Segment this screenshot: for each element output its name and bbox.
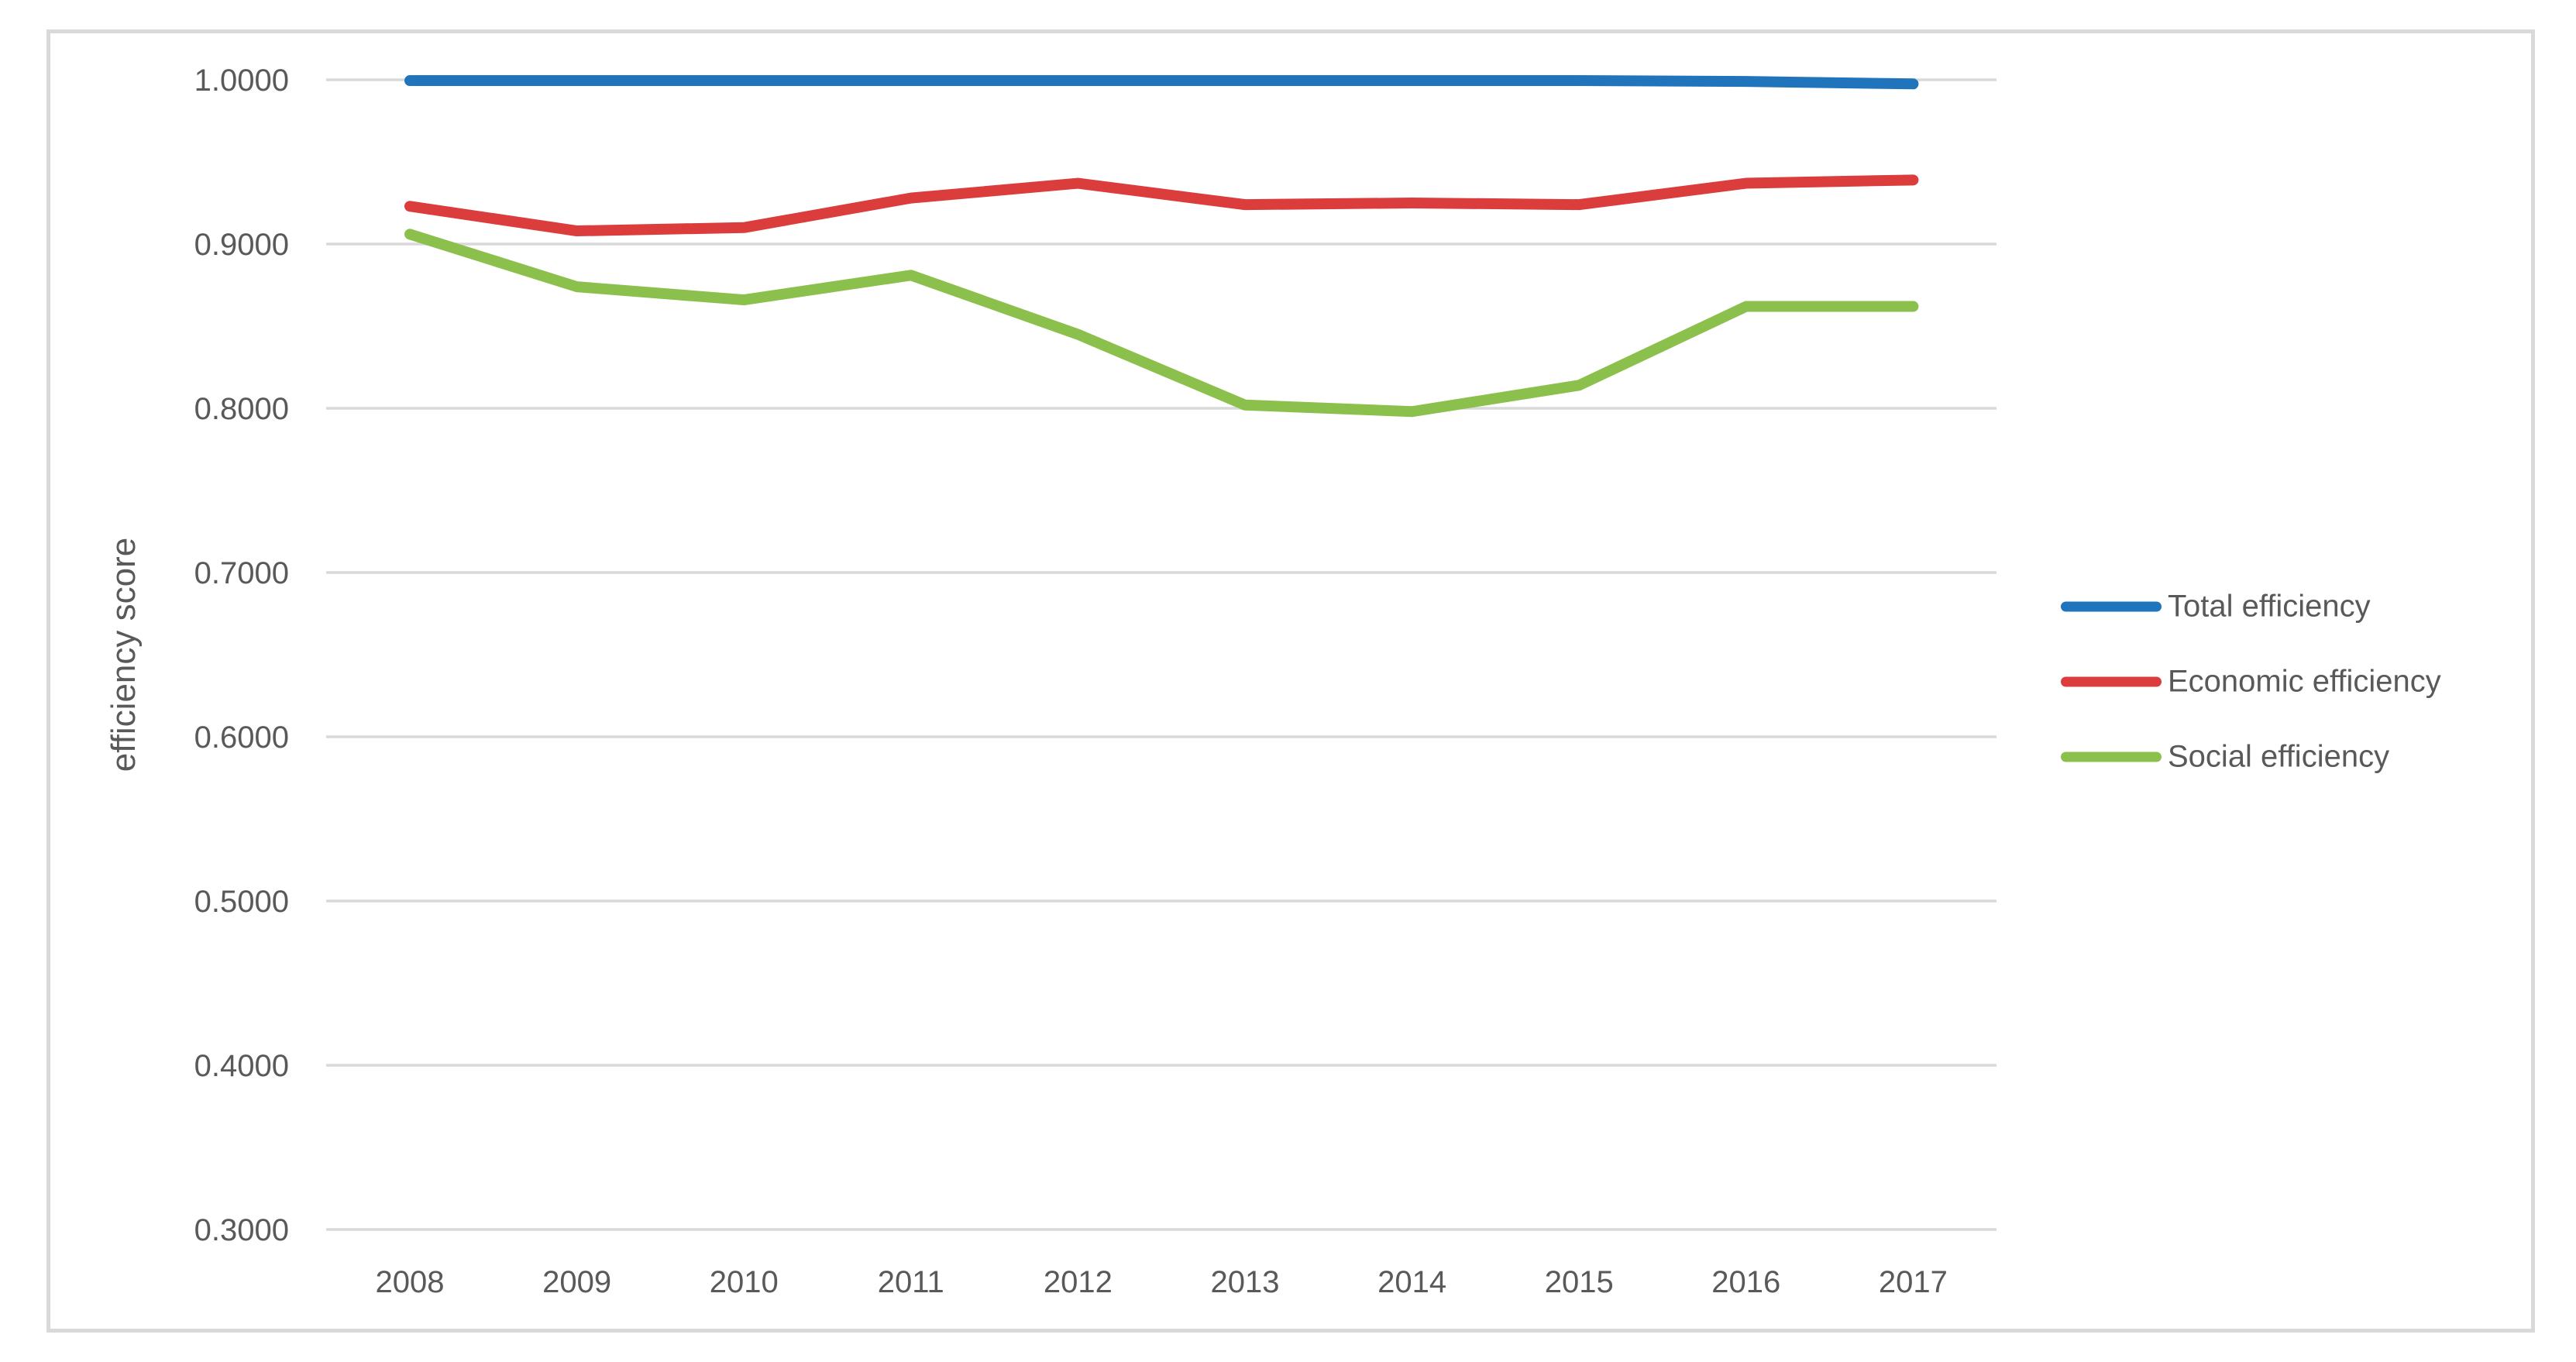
x-tick-label: 2013: [1211, 1265, 1280, 1299]
legend-item-social-efficiency: Social efficiency: [2061, 740, 2389, 775]
series-line-economic-efficiency: [404, 174, 1919, 237]
x-tick-label: 2008: [376, 1265, 445, 1299]
x-tick-label: 2009: [542, 1265, 611, 1299]
y-tick-label: 0.7000: [194, 556, 289, 590]
y-tick-label: 0.9000: [194, 228, 289, 262]
y-axis-title: efficiency score: [105, 537, 143, 772]
x-tick-label: 2012: [1044, 1265, 1113, 1299]
y-tick-label: 0.3000: [194, 1213, 289, 1247]
legend-label: Economic efficiency: [2168, 664, 2441, 699]
x-tick-label: 2015: [1545, 1265, 1614, 1299]
y-tick-label: 0.6000: [194, 721, 289, 755]
legend-item-total-efficiency: Total efficiency: [2061, 590, 2371, 624]
series-line-total-efficiency: [404, 75, 1919, 90]
y-tick-label: 0.8000: [194, 392, 289, 426]
x-tick-label: 2017: [1879, 1265, 1948, 1299]
legend-label: Total efficiency: [2168, 589, 2371, 624]
social-efficiency-line-swatch: [2061, 752, 2162, 762]
x-tick-label: 2011: [878, 1265, 944, 1299]
total-efficiency-line-swatch: [2061, 601, 2162, 612]
gridlines: [326, 78, 1996, 1231]
y-tick-label: 1.0000: [194, 64, 289, 98]
x-axis-tick-labels: 2008 2009 2010 2011 2012 2013 2014 2015 2016 2017: [376, 1265, 1948, 1299]
y-axis-tick-labels: 1.0000 0.9000 0.8000 0.7000 0.6000 0.5000 0.40…: [194, 64, 289, 1247]
legend-label: Social efficiency: [2168, 739, 2390, 774]
legend-item-economic-efficiency: Economic efficiency: [2061, 665, 2441, 700]
x-tick-label: 2010: [710, 1265, 779, 1299]
x-tick-label: 2014: [1377, 1265, 1446, 1299]
x-tick-label: 2016: [1711, 1265, 1780, 1299]
series-lines: [404, 75, 1919, 418]
y-tick-label: 0.4000: [194, 1049, 289, 1083]
series-line-social-efficiency: [404, 229, 1919, 418]
y-tick-label: 0.5000: [194, 885, 289, 919]
economic-efficiency-line-swatch: [2061, 676, 2162, 687]
